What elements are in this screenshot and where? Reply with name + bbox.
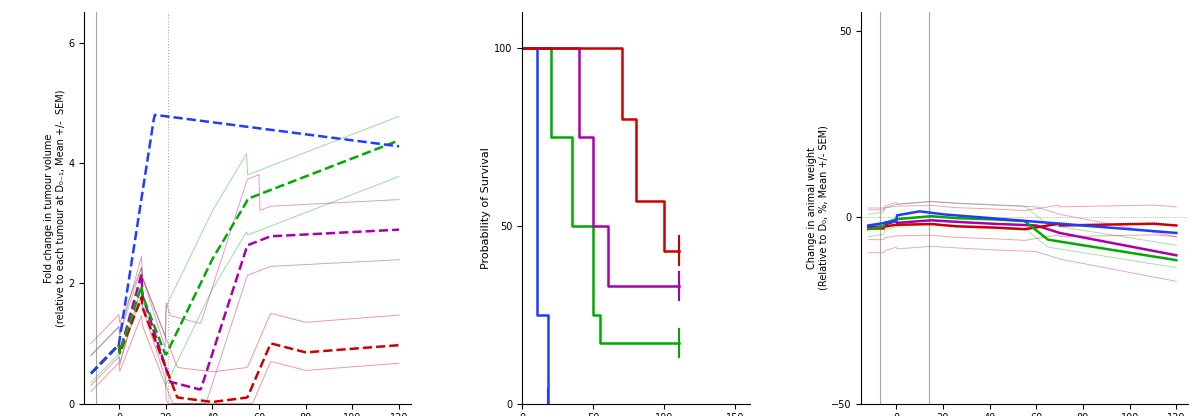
Y-axis label: Probability of Survival: Probability of Survival: [481, 147, 492, 269]
Y-axis label: Change in animal weight
(Relative to D₀, %, Mean +/- SEM): Change in animal weight (Relative to D₀,…: [806, 126, 828, 290]
Y-axis label: Fold change in tumour volume
(relative to each tumour at D₀₋₁, Mean +/-  SEM): Fold change in tumour volume (relative t…: [43, 89, 65, 327]
